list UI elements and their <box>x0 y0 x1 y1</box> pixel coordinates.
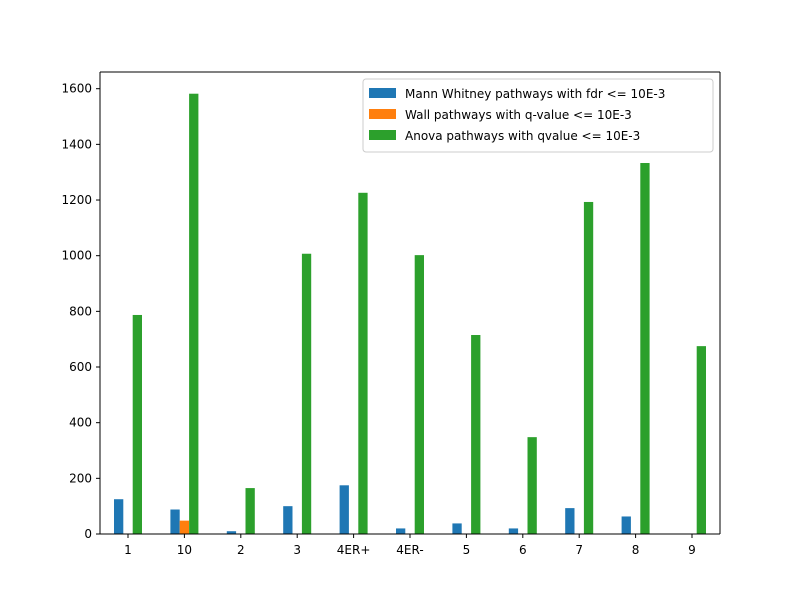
x-tick-label: 10 <box>177 543 192 557</box>
bar-anova-5 <box>471 335 481 534</box>
bar-anova-3 <box>301 253 312 535</box>
bar-wall-10 <box>179 520 189 534</box>
legend-swatch-2 <box>369 130 396 140</box>
x-tick-label: 9 <box>688 543 696 557</box>
y-tick-label: 1000 <box>61 249 92 263</box>
bar-mann-2 <box>226 531 237 534</box>
bar-anova-1 <box>132 314 142 534</box>
x-tick-label: 7 <box>575 543 583 557</box>
x-tick-label: 4ER- <box>396 543 423 557</box>
bar-mann-3 <box>283 506 293 534</box>
x-tick-label: 2 <box>237 543 245 557</box>
legend-swatch-1 <box>369 109 396 119</box>
y-tick-label: 1600 <box>61 82 92 96</box>
legend-swatch-0 <box>369 88 396 98</box>
bar-anova-4ER- <box>414 255 424 534</box>
bar-anova-4ER+ <box>358 192 368 535</box>
legend-label-0: Mann Whitney pathways with fdr <= 10E-3 <box>405 87 665 101</box>
x-tick-label: 3 <box>293 543 301 557</box>
bar-anova-2 <box>245 488 255 534</box>
bar-mann-4ER+ <box>339 485 349 534</box>
bar-mann-7 <box>565 508 575 534</box>
bar-anova-9 <box>696 346 706 534</box>
bar-mann-4ER- <box>396 528 406 534</box>
bar-anova-10 <box>189 93 199 535</box>
legend-box <box>362 78 714 153</box>
legend: Mann Whitney pathways with fdr <= 10E-3 W… <box>362 78 714 153</box>
bar-mann-8 <box>621 516 631 534</box>
bar-mann-5 <box>452 523 462 534</box>
y-tick-label: 0 <box>84 527 92 541</box>
plot-area <box>114 93 706 535</box>
y-tick-label: 400 <box>69 416 92 430</box>
x-tick-label: 4ER+ <box>337 543 371 557</box>
bar-mann-1 <box>114 499 124 534</box>
axes: 0 200 400 600 800 1000 1200 1400 1600 1 10 2 3 4ER+ 4E… <box>61 71 721 557</box>
bar-anova-8 <box>640 163 650 534</box>
y-tick-label: 200 <box>69 471 92 485</box>
bar-anova-6 <box>527 437 537 534</box>
bar-anova-7 <box>583 201 594 534</box>
y-tick-label: 800 <box>69 304 92 318</box>
bar-mann-6 <box>508 528 519 534</box>
y-tick-label: 600 <box>69 360 92 374</box>
legend-label-2: Anova pathways with qvalue <= 10E-3 <box>405 129 640 143</box>
y-tick-label: 1200 <box>61 193 92 207</box>
legend-label-1: Wall pathways with q-value <= 10E-3 <box>405 108 632 122</box>
x-tick-label: 8 <box>632 543 640 557</box>
x-tick-label: 1 <box>124 543 132 557</box>
bar-mann-10 <box>170 509 180 534</box>
x-tick-label: 6 <box>519 543 527 557</box>
x-tick-label: 5 <box>463 543 471 557</box>
y-tick-label: 1400 <box>61 137 92 151</box>
